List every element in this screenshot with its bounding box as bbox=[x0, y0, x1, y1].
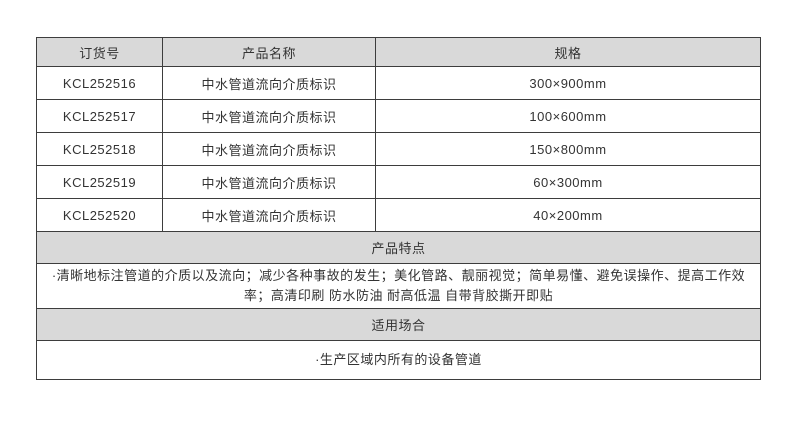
applications-section-header: 适用场合 bbox=[36, 308, 761, 341]
table-row: KCL252519 中水管道流向介质标识 60×300mm bbox=[36, 165, 761, 199]
features-header-row: 产品特点 bbox=[36, 231, 761, 264]
features-section-header: 产品特点 bbox=[36, 231, 761, 264]
spec-cell: 150×800mm bbox=[375, 132, 761, 166]
spec-cell: 40×200mm bbox=[375, 198, 761, 232]
order-no-cell: KCL252517 bbox=[36, 99, 163, 133]
product-name-cell: 中水管道流向介质标识 bbox=[162, 198, 376, 232]
table-row: KCL252518 中水管道流向介质标识 150×800mm bbox=[36, 132, 761, 166]
features-body-row: ·清晰地标注管道的介质以及流向；减少各种事故的发生；美化管路、靓丽视觉；简单易懂… bbox=[36, 263, 761, 309]
product-spec-table: 订货号 产品名称 规格 KCL252516 中水管道流向介质标识 300×900… bbox=[36, 37, 761, 380]
features-section-body: ·清晰地标注管道的介质以及流向；减少各种事故的发生；美化管路、靓丽视觉；简单易懂… bbox=[36, 263, 761, 309]
spec-cell: 100×600mm bbox=[375, 99, 761, 133]
order-no-cell: KCL252519 bbox=[36, 165, 163, 199]
product-name-cell: 中水管道流向介质标识 bbox=[162, 66, 376, 100]
applications-section-body: ·生产区域内所有的设备管道 bbox=[36, 340, 761, 380]
column-header-product-name: 产品名称 bbox=[162, 37, 376, 67]
order-no-cell: KCL252518 bbox=[36, 132, 163, 166]
table-row: KCL252516 中水管道流向介质标识 300×900mm bbox=[36, 66, 761, 100]
applications-header-row: 适用场合 bbox=[36, 308, 761, 341]
product-name-cell: 中水管道流向介质标识 bbox=[162, 132, 376, 166]
table-header-row: 订货号 产品名称 规格 bbox=[36, 37, 761, 67]
product-name-cell: 中水管道流向介质标识 bbox=[162, 99, 376, 133]
spec-cell: 60×300mm bbox=[375, 165, 761, 199]
applications-body-row: ·生产区域内所有的设备管道 bbox=[36, 340, 761, 380]
order-no-cell: KCL252516 bbox=[36, 66, 163, 100]
product-name-cell: 中水管道流向介质标识 bbox=[162, 165, 376, 199]
order-no-cell: KCL252520 bbox=[36, 198, 163, 232]
spec-cell: 300×900mm bbox=[375, 66, 761, 100]
table-row: KCL252520 中水管道流向介质标识 40×200mm bbox=[36, 198, 761, 232]
table-row: KCL252517 中水管道流向介质标识 100×600mm bbox=[36, 99, 761, 133]
column-header-order-no: 订货号 bbox=[36, 37, 163, 67]
column-header-spec: 规格 bbox=[375, 37, 761, 67]
